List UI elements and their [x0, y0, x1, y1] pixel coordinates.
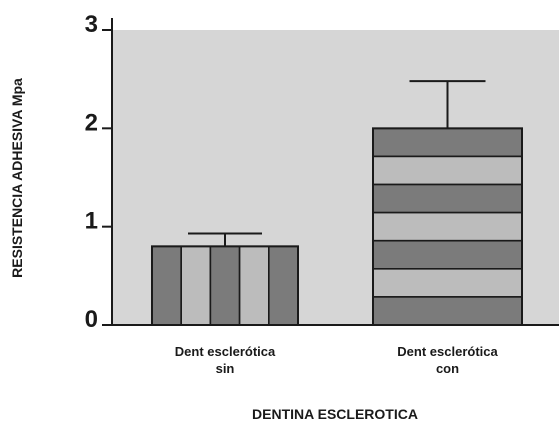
y-tick-label: 3: [85, 11, 98, 38]
bar: [372, 127, 523, 326]
bar-stripe: [372, 155, 523, 186]
bar-stripe: [238, 245, 270, 326]
x-category-label: sin: [216, 361, 235, 376]
y-tick-label: 1: [85, 208, 98, 235]
bar-stripe: [267, 245, 299, 326]
bar-stripe: [180, 245, 212, 326]
y-tick-label: 2: [85, 109, 98, 136]
x-category-label: Dent esclerótica: [397, 344, 498, 359]
bar-stripe: [372, 211, 523, 242]
y-axis-title: RESISTENCIA ADHESIVA Mpa: [9, 78, 25, 278]
bar-stripe: [372, 127, 523, 158]
bar-stripe: [151, 245, 183, 326]
bar-stripe: [372, 268, 523, 298]
x-category-label: Dent esclerótica: [175, 344, 276, 359]
x-category-label: con: [436, 361, 459, 376]
y-tick-label: 0: [85, 306, 98, 333]
bar: [151, 245, 299, 326]
bar-stripe: [372, 239, 523, 270]
x-axis-title: DENTINA ESCLEROTICA: [252, 406, 418, 422]
bar-stripe: [372, 183, 523, 214]
bar-stripe: [372, 296, 523, 326]
bar-stripe: [209, 245, 241, 326]
